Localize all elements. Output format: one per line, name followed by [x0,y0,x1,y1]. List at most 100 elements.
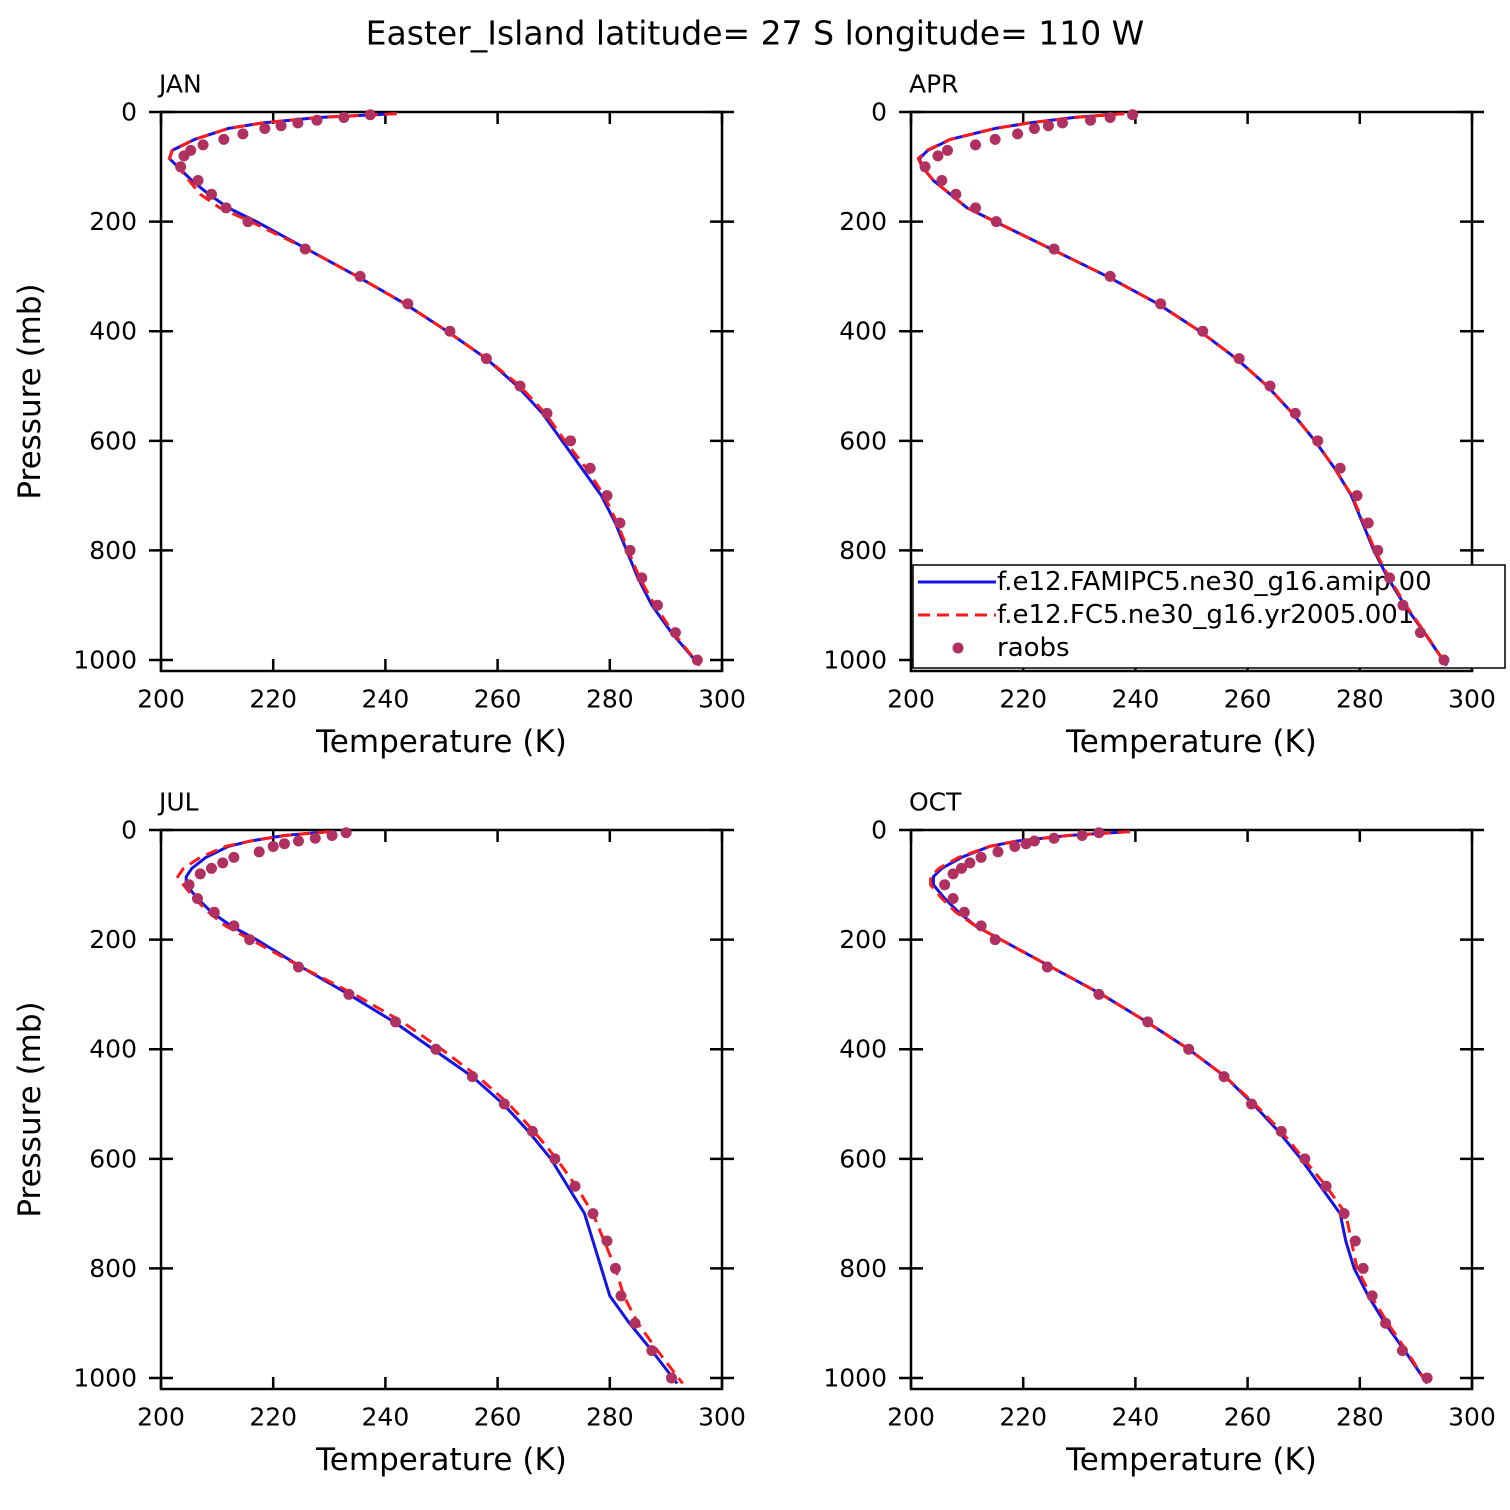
data-point [939,879,951,891]
data-point [1041,961,1053,973]
data-point [197,139,209,151]
data-point [480,353,492,365]
data-point [646,1345,658,1357]
data-point [340,827,352,839]
data-point [1384,572,1396,584]
data-point [549,1153,561,1165]
data-point [601,1235,613,1247]
data-point [636,572,648,584]
data-point [615,1290,627,1302]
y-tick-label: 1000 [73,1364,137,1393]
y-tick-label: 1000 [823,1364,887,1393]
data-point [1028,122,1040,134]
data-point [178,150,190,162]
y-tick-label: 400 [89,317,137,346]
data-point [1338,1208,1350,1220]
x-tick-label: 240 [362,685,410,714]
data-point [964,857,976,869]
x-tick-label: 300 [1448,1403,1496,1432]
data-point [584,462,596,474]
y-tick-label: 200 [89,207,137,236]
data-point [194,868,206,880]
data-point [1366,1290,1378,1302]
data-point [1093,827,1105,839]
x-tick-label: 240 [1112,1403,1160,1432]
y-tick-label: 0 [871,98,887,127]
data-point [1012,128,1024,140]
y-tick-label: 400 [839,317,887,346]
data-point [1085,114,1097,126]
data-point [292,117,304,129]
data-point [1028,835,1040,847]
y-axis-label: Pressure (mb) [12,283,48,499]
data-point [242,216,254,228]
y-tick-label: 400 [89,1035,137,1064]
data-point [237,128,249,140]
panel-title: APR [909,70,959,99]
x-tick-label: 260 [474,685,522,714]
data-point [1349,1235,1361,1247]
x-tick-label: 240 [362,1403,410,1432]
legend-label: f.e12.FC5.ne30_g16.yr2005.001 [997,600,1414,630]
data-point [1076,829,1088,841]
x-tick-label: 240 [1112,685,1160,714]
data-point [1320,1180,1332,1192]
data-point [1362,517,1374,529]
data-point [244,934,256,946]
data-point [292,835,304,847]
x-tick-label: 200 [887,685,935,714]
y-tick-label: 200 [89,925,137,954]
data-point [228,920,240,932]
data-point [947,893,959,905]
y-tick-label: 200 [839,207,887,236]
y-tick-label: 1000 [73,646,137,675]
data-point [208,906,220,918]
data-point [992,846,1004,858]
panel: JUL 200 220 240 260 280 300 0 200 400 600 800 1000 Te… [12,788,746,1479]
x-tick-label: 200 [887,1403,935,1432]
data-point [601,490,613,502]
panel-title: JUL [157,788,199,817]
data-point [975,920,987,932]
x-tick-label: 220 [999,1403,1047,1432]
y-tick-label: 800 [89,536,137,565]
data-point [1127,109,1139,121]
profile-line [931,830,1429,1385]
data-point [343,988,355,1000]
x-tick-label: 300 [698,685,746,714]
data-point [1020,838,1032,850]
data-point [220,202,232,214]
data-point [932,150,944,162]
data-point [1155,298,1167,310]
data-point [1183,1043,1195,1055]
x-tick-label: 200 [137,685,185,714]
data-point [919,161,931,173]
x-tick-label: 280 [1336,1403,1384,1432]
data-point [338,111,350,123]
y-tick-label: 600 [839,426,887,455]
data-point [624,544,636,556]
x-tick-label: 280 [586,685,634,714]
data-point [205,862,217,874]
data-point [1056,117,1068,129]
data-point [1299,1153,1311,1165]
data-point [565,435,577,447]
data-point [1042,120,1054,132]
data-point [614,517,626,529]
x-tick-label: 300 [698,1403,746,1432]
y-tick-label: 0 [871,816,887,845]
profile-line [184,830,679,1385]
plot-frame [159,110,724,673]
data-point [1264,380,1276,392]
data-point [259,122,271,134]
data-point [1048,832,1060,844]
x-tick-label: 220 [999,685,1047,714]
data-point [1104,270,1116,282]
data-point [292,961,304,973]
x-tick-label: 200 [137,1403,185,1432]
x-axis-label: Temperature (K) [315,724,567,760]
data-point [629,1317,641,1329]
data-point [1372,544,1384,556]
legend-label: raobs [997,633,1070,663]
